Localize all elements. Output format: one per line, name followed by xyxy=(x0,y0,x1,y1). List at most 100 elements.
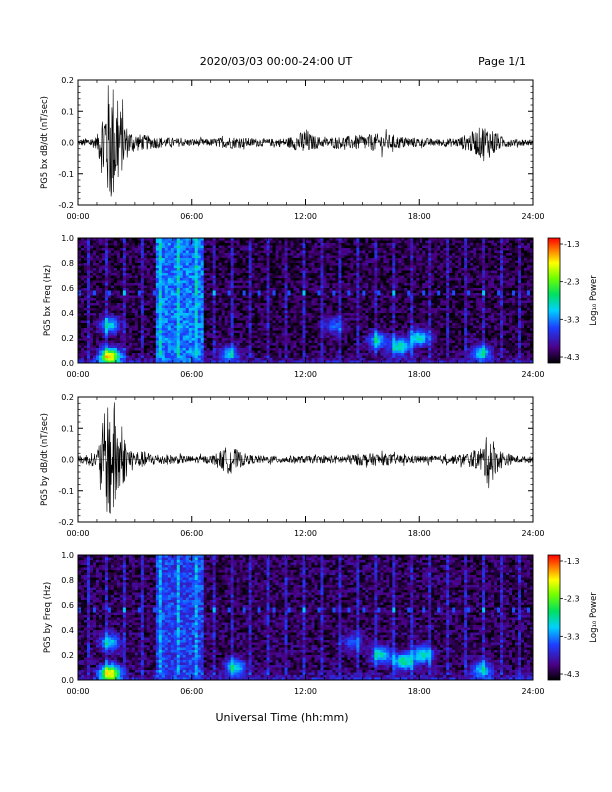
spectrogram-cell xyxy=(152,255,157,259)
spectrogram-cell xyxy=(110,288,115,291)
spectrogram-cell xyxy=(131,255,136,259)
spectrogram-cell xyxy=(152,293,157,296)
spectrogram-cell xyxy=(86,305,91,309)
spectrogram-cell xyxy=(242,278,246,281)
spectrogram-cell xyxy=(209,305,213,309)
spectrogram-cell xyxy=(95,295,100,299)
spectrogram-cell xyxy=(281,263,285,266)
spectrogram-cell xyxy=(116,355,121,359)
spectrogram-cell xyxy=(362,355,366,359)
spectrogram-cell xyxy=(314,278,318,281)
spectrogram-cell xyxy=(239,278,243,281)
spectrogram-cell xyxy=(176,303,181,306)
spectrogram-cell xyxy=(314,310,318,314)
spectrogram-cell xyxy=(293,308,297,311)
spectrogram-cell xyxy=(182,315,187,319)
spectrogram-cell xyxy=(260,328,264,331)
spectrogram-cell xyxy=(230,310,234,314)
spectrogram-cell xyxy=(176,340,181,344)
spectrogram-cell xyxy=(269,290,273,294)
spectrogram-cell xyxy=(260,260,264,264)
spectrogram-cell xyxy=(155,268,160,271)
spectrogram-cell xyxy=(131,338,136,341)
spectrogram-cell xyxy=(269,265,273,269)
spectrogram-cell xyxy=(86,295,91,299)
spectrogram-cell xyxy=(78,275,82,279)
spectrogram-cell xyxy=(92,290,97,294)
spectrogram-cell xyxy=(224,263,228,266)
spectrogram-cell xyxy=(329,273,333,276)
spectrogram-cell xyxy=(350,350,354,354)
spectrogram-cell xyxy=(308,308,312,311)
spectrogram-cell xyxy=(344,330,348,334)
spectrogram-cell xyxy=(344,263,348,266)
spectrogram-cell xyxy=(308,255,312,259)
spectrogram-cell xyxy=(302,283,306,286)
spectrogram-cell xyxy=(140,283,145,286)
spectrogram-cell xyxy=(311,250,315,254)
spectrogram-cell xyxy=(179,250,184,254)
spectrogram-cell xyxy=(86,275,91,279)
spectrogram-cell xyxy=(89,350,94,354)
spectrogram-cell xyxy=(92,358,97,361)
spectrogram-cell xyxy=(284,283,288,286)
spectrogram-cell xyxy=(200,263,205,266)
spectrogram-cell xyxy=(290,340,294,344)
spectrogram-cell xyxy=(293,350,297,354)
spectrogram-cell xyxy=(149,350,154,354)
spectrogram-cell xyxy=(359,280,363,284)
spectrogram-cell xyxy=(227,268,231,271)
spectrogram-cell xyxy=(83,273,88,276)
spectrogram-cell xyxy=(365,358,369,361)
spectrogram-cell xyxy=(359,290,363,294)
spectrogram-cell xyxy=(110,313,115,316)
spectrogram-cell xyxy=(173,358,178,361)
spectrogram-cell xyxy=(365,310,369,314)
spectrogram-cell xyxy=(275,238,279,241)
spectrogram-cell xyxy=(290,283,294,286)
spectrogram-cell xyxy=(176,353,181,356)
spectrogram-cell xyxy=(254,283,258,286)
spectrogram-cell xyxy=(266,280,270,284)
spectrogram-cell xyxy=(317,318,321,321)
spectrogram-cell xyxy=(152,280,157,284)
spectrogram-cell xyxy=(209,248,213,251)
spectrogram-cell xyxy=(161,338,166,341)
spectrogram-cell xyxy=(78,340,82,344)
spectrogram-cell xyxy=(167,293,172,296)
spectrogram-cell xyxy=(176,253,181,256)
spectrogram-cell xyxy=(263,333,267,336)
spectrogram-cell xyxy=(197,333,202,336)
spectrogram-cell xyxy=(296,253,300,256)
spectrogram-cell xyxy=(134,358,139,361)
spectrogram-cell xyxy=(275,350,279,354)
spectrogram-cell xyxy=(80,318,85,321)
spectrogram-cell xyxy=(230,320,234,324)
spectrogram-cell xyxy=(266,290,270,294)
spectrogram-cell xyxy=(206,285,211,289)
spectrogram-cell xyxy=(80,325,85,329)
spectrogram-cell xyxy=(362,290,366,294)
spectrogram-cell xyxy=(86,280,91,284)
spectrogram-cell xyxy=(242,303,246,306)
spectrogram-cell xyxy=(122,330,127,334)
spectrogram-cell xyxy=(212,360,216,364)
spectrogram-cell xyxy=(284,288,288,291)
spectrogram-cell xyxy=(185,330,190,334)
spectrogram-cell xyxy=(137,345,142,349)
spectrogram-cell xyxy=(206,278,211,281)
spectrogram-cell xyxy=(218,263,222,266)
spectrogram-cell xyxy=(272,315,276,319)
spectrogram-cell xyxy=(119,310,124,314)
spectrogram-cell xyxy=(215,278,219,281)
spectrogram-cell xyxy=(290,303,294,306)
spectrogram-cell xyxy=(185,275,190,279)
spectrogram-cell xyxy=(185,338,190,341)
spectrogram-cell xyxy=(134,248,139,251)
spectrogram-cell xyxy=(152,290,157,294)
spectrogram-cell xyxy=(221,340,225,344)
spectrogram-cell xyxy=(263,340,267,344)
spectrogram-cell xyxy=(131,285,136,289)
spectrogram-cell xyxy=(95,290,100,294)
spectrogram-cell xyxy=(272,318,276,321)
